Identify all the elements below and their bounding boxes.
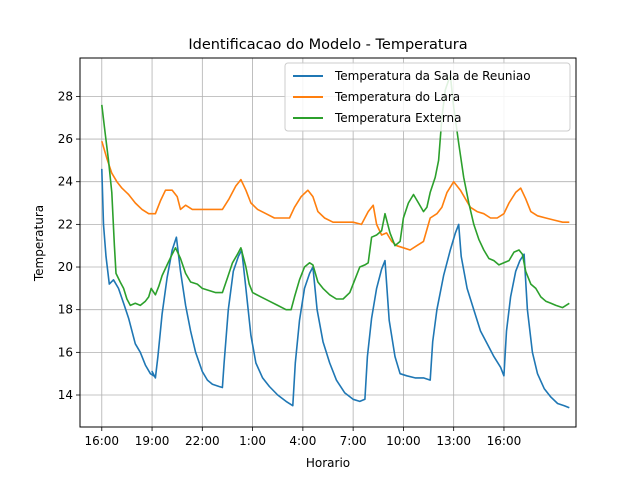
series-lines — [101, 74, 570, 409]
x-tick-label: 7:00 — [340, 434, 367, 448]
y-tick-label: 14 — [58, 388, 73, 402]
y-tick-label: 28 — [58, 89, 73, 103]
y-tick-label: 20 — [58, 260, 73, 274]
legend-label: Temperatura do Lara — [334, 90, 460, 104]
series-line-lara — [101, 140, 570, 251]
x-tick-label: 22:00 — [185, 434, 220, 448]
y-tick-label: 18 — [58, 303, 73, 317]
x-axis-title: Horario — [306, 456, 350, 470]
x-tick-label: 19:00 — [135, 434, 170, 448]
x-tick-label: 4:00 — [289, 434, 316, 448]
series-line-sala-reuniao — [101, 168, 570, 409]
x-axis-ticks: 16:00 19:00 22:00 1:00 4:00 7:00 10:00 13:00 16:… — [84, 427, 521, 448]
y-tick-label: 22 — [58, 217, 73, 231]
plot-frame — [79, 57, 577, 428]
x-tick-label: 16:00 — [84, 434, 119, 448]
y-tick-label: 26 — [58, 132, 73, 146]
legend-label: Temperatura da Sala de Reuniao — [334, 69, 531, 83]
x-tick-label: 10:00 — [386, 434, 421, 448]
x-tick-label: 1:00 — [239, 434, 266, 448]
y-axis-ticks: 14 16 18 20 22 24 26 28 — [58, 89, 80, 402]
x-tick-label: 16:00 — [487, 434, 522, 448]
y-axis-title: Temperatura — [32, 205, 46, 282]
y-tick-label: 16 — [58, 345, 73, 359]
series-line-externa — [101, 74, 570, 311]
legend: Temperatura da Sala de Reuniao Temperatur… — [284, 62, 571, 132]
chart-title: Identificacao do Modelo - Temperatura — [188, 37, 467, 53]
y-tick-label: 24 — [58, 175, 73, 189]
legend-label: Temperatura Externa — [334, 111, 462, 125]
legend-box — [284, 62, 571, 132]
x-tick-label: 13:00 — [436, 434, 471, 448]
